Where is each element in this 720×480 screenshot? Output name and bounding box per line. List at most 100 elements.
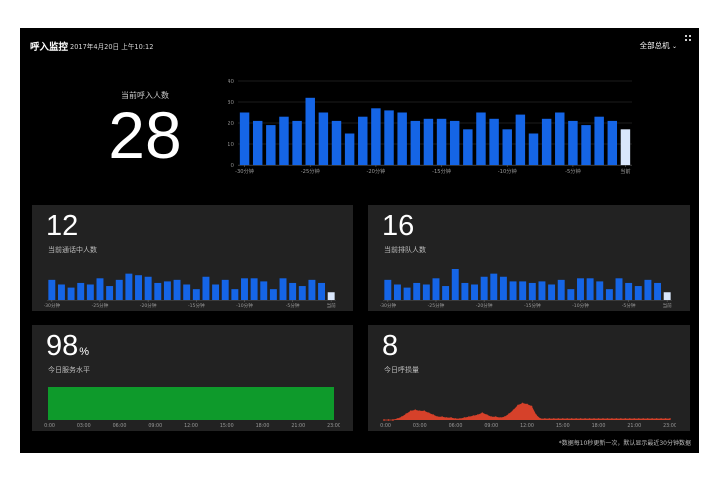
- data-point: [427, 412, 430, 415]
- bar: [449, 120, 460, 165]
- x-tick-label: 当前: [620, 167, 630, 175]
- x-tick-label: 23:00: [327, 423, 340, 428]
- bar: [221, 279, 229, 300]
- bar: [577, 278, 584, 300]
- data-point: [669, 418, 671, 420]
- in-call-panel: 12 当前通话中人数 -30分钟 -25分钟 -20分钟 -15分钟 -10分钟 -5分钟…: [32, 205, 353, 311]
- bar: [173, 279, 181, 300]
- bar: [344, 133, 355, 165]
- bar: [393, 284, 401, 300]
- data-point: [637, 418, 640, 420]
- data-point: [409, 410, 412, 413]
- bar: [279, 278, 287, 300]
- bar: [476, 112, 486, 165]
- data-point: [503, 416, 506, 418]
- data-point: [548, 418, 551, 420]
- x-tick-label: -20分钟: [140, 302, 157, 308]
- switchboard-select[interactable]: 全部总机 ⌄: [640, 40, 677, 51]
- chevron-down-icon: ⌄: [671, 43, 677, 50]
- data-point: [476, 414, 479, 417]
- bar: [96, 278, 104, 300]
- queue-value: 16: [382, 210, 415, 242]
- bar: [250, 278, 258, 300]
- bar: [135, 275, 142, 300]
- footnote: *数据每10秒更新一次，默认显示最近30分钟数据: [558, 440, 691, 447]
- data-point: [396, 418, 399, 420]
- bar: [279, 116, 289, 165]
- x-tick-label: 21:00: [291, 423, 305, 428]
- data-point: [642, 418, 645, 420]
- service-level-area-chart: 00:00 03:00 06:00 09:00 12:00 15:00 18:00 21:00…: [44, 387, 340, 428]
- x-tick-label: 06:00: [449, 423, 463, 428]
- data-point: [530, 405, 533, 408]
- x-tick-label: 23:00: [663, 423, 676, 428]
- data-point: [499, 417, 502, 419]
- bar: [298, 286, 306, 300]
- data-point: [436, 416, 439, 418]
- main-bar-chart: 0 10 20 30 40 -30分钟 -25分钟 -20分钟 -15分钟 -10分钟 -5分钟 当前: [228, 79, 632, 175]
- x-tick-label: -25分钟: [92, 302, 109, 308]
- x-tick-label: -25分钟: [301, 167, 320, 175]
- bar: [422, 284, 430, 300]
- x-tick-label: 21:00: [627, 423, 641, 428]
- bar: [410, 120, 421, 165]
- grid-menu-icon[interactable]: [685, 35, 692, 42]
- x-tick-label: 18:00: [592, 423, 606, 428]
- data-point: [579, 418, 582, 420]
- x-tick-label: 03:00: [413, 423, 427, 428]
- bar: [509, 281, 517, 300]
- bar: [212, 284, 220, 300]
- bar: [432, 278, 440, 300]
- x-tick-label: -20分钟: [366, 167, 385, 175]
- x-tick-label: -10分钟: [572, 302, 589, 308]
- bar: [125, 273, 133, 300]
- abandoned-area-chart: 00:00 03:00 06:00 09:00 12:00 15:00 18:00 21:00…: [380, 402, 676, 428]
- bar: [260, 281, 268, 300]
- queue-bar-chart: -30分钟 -25分钟 -20分钟 -15分钟 -10分钟 -5分钟 当前: [380, 269, 672, 308]
- bar: [634, 286, 642, 300]
- bar: [490, 273, 498, 300]
- bar: [183, 284, 191, 300]
- x-tick-label: 15:00: [220, 423, 234, 428]
- data-point: [624, 418, 627, 420]
- x-tick-label: -25分钟: [428, 302, 445, 308]
- data-point: [633, 418, 636, 420]
- data-point: [602, 418, 604, 420]
- bar: [115, 279, 123, 300]
- data-point: [584, 418, 586, 420]
- bar: [567, 289, 575, 300]
- data-point: [445, 417, 448, 419]
- bar: [292, 120, 302, 165]
- bar: [568, 120, 578, 165]
- data-point: [414, 409, 417, 412]
- x-tick-label: -10分钟: [498, 167, 517, 175]
- current-calls-value: 28: [108, 98, 182, 172]
- x-tick-label: 00:00: [380, 423, 391, 428]
- data-point: [628, 418, 631, 420]
- x-tick-label: 12:00: [520, 423, 534, 428]
- data-point: [552, 418, 555, 420]
- data-point: [494, 416, 497, 418]
- data-point: [593, 418, 595, 420]
- bar: [397, 112, 407, 165]
- x-tick-label: -30分钟: [235, 167, 254, 175]
- y-tick-label: 40: [228, 79, 234, 85]
- bar: [615, 278, 623, 300]
- data-point: [660, 418, 662, 420]
- data-point: [543, 418, 546, 420]
- data-point: [611, 418, 613, 420]
- bar: [239, 112, 250, 165]
- data-point: [575, 418, 578, 420]
- data-point: [535, 414, 537, 417]
- data-point: [619, 418, 622, 420]
- x-tick-label: 12:00: [184, 423, 198, 428]
- bar: [442, 286, 450, 300]
- x-tick-label: 00:00: [44, 423, 55, 428]
- bar: [605, 289, 613, 300]
- bar: [77, 282, 85, 300]
- data-point: [468, 416, 470, 418]
- data-point: [490, 416, 493, 418]
- service-level-panel: 98% 今日服务水平 00:00 03:00 06:00 09:00 12:00 15:0…: [32, 325, 353, 431]
- header-datetime: 2017年4月20日 上午10:12: [70, 43, 154, 51]
- data-point: [392, 419, 394, 421]
